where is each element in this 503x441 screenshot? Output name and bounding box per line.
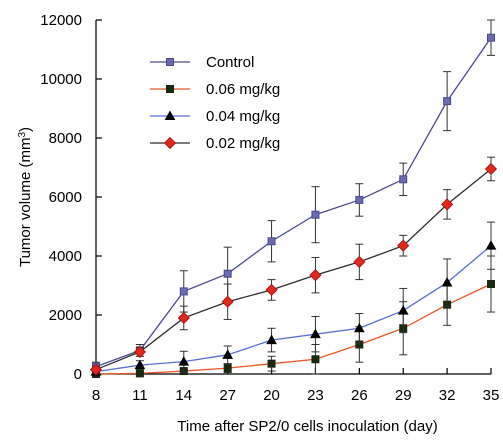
data-point (441, 198, 454, 211)
series-line (95, 245, 492, 373)
y-tick-label: 2000 (49, 307, 82, 324)
data-point (223, 364, 232, 373)
data-point (178, 356, 190, 366)
data-point (353, 255, 366, 268)
y-axis-title-end: ) (17, 127, 34, 132)
y-axis: 0 2000 4000 6000 8000 10000 12000 (40, 12, 102, 383)
series-control (92, 19, 495, 372)
data-point (133, 345, 146, 358)
y-tick-label: 6000 (49, 189, 82, 206)
legend: Control 0.06 mg/kg 0.04 mg/kg 0.02 mg/kg (150, 54, 280, 152)
series-0-06-mg-kg (92, 255, 495, 378)
data-point (267, 359, 276, 368)
x-tick-label: 35 (483, 387, 500, 404)
y-tick-label: 12000 (40, 12, 82, 29)
data-point (355, 195, 364, 204)
x-tick-label: 23 (307, 387, 324, 404)
x-tick-label: 27 (219, 387, 236, 404)
data-point (441, 277, 453, 287)
legend-marker (163, 136, 177, 150)
data-point (266, 334, 277, 345)
data-point (311, 210, 320, 219)
legend-marker (166, 58, 174, 66)
x-axis: 8 11 14 27 20 23 26 29 32 35 (92, 368, 500, 404)
data-point (485, 240, 497, 250)
legend-marker (164, 110, 176, 120)
data-point (89, 363, 103, 376)
data-point (443, 97, 452, 106)
data-point (487, 33, 495, 42)
legend-label: 0.04 mg/kg (206, 108, 280, 125)
y-axis-title: Tumor volume (mm3) (17, 127, 35, 267)
x-tick-label: 20 (263, 387, 280, 404)
data-point (177, 311, 190, 325)
legend-label: 0.06 mg/kg (206, 81, 280, 98)
legend-label: 0.02 mg/kg (206, 135, 280, 152)
data-point (134, 359, 146, 370)
data-point (135, 369, 144, 378)
series-0-04-mg-kg (90, 221, 497, 376)
x-tick-label: 32 (439, 387, 456, 404)
series-layer (89, 19, 498, 378)
x-tick-label: 8 (92, 387, 100, 404)
y-tick-label: 8000 (49, 130, 82, 147)
data-point (484, 162, 498, 176)
y-tick-label: 0 (74, 366, 82, 383)
data-point (487, 280, 495, 289)
data-point (221, 295, 234, 308)
data-point (353, 322, 365, 333)
x-tick-label: 29 (395, 387, 412, 404)
data-point (397, 239, 410, 252)
data-point (222, 349, 234, 359)
data-point (265, 283, 278, 296)
data-point (223, 269, 232, 278)
data-point (399, 175, 408, 184)
y-axis-title-sup: 3 (17, 132, 28, 138)
y-tick-label: 10000 (40, 71, 82, 88)
x-tick-label: 11 (132, 387, 148, 404)
legend-label: Control (206, 54, 254, 71)
series-line (95, 283, 492, 375)
series-line (95, 168, 492, 371)
legend-marker (166, 85, 174, 93)
x-axis-title: Time after SP2/0 cells inoculation (day) (177, 418, 437, 435)
x-tick-label: 26 (351, 387, 368, 404)
data-point (397, 305, 409, 315)
y-tick-label: 4000 (49, 248, 82, 265)
data-point (267, 237, 276, 246)
data-point (309, 269, 322, 282)
series-line (95, 37, 492, 368)
data-point (311, 355, 320, 364)
data-point (179, 287, 188, 296)
x-tick-label: 14 (175, 387, 192, 404)
data-point (310, 328, 321, 339)
y-axis-title-main: Tumor volume (mm (17, 138, 34, 267)
series-0-02-mg-kg (89, 156, 498, 376)
